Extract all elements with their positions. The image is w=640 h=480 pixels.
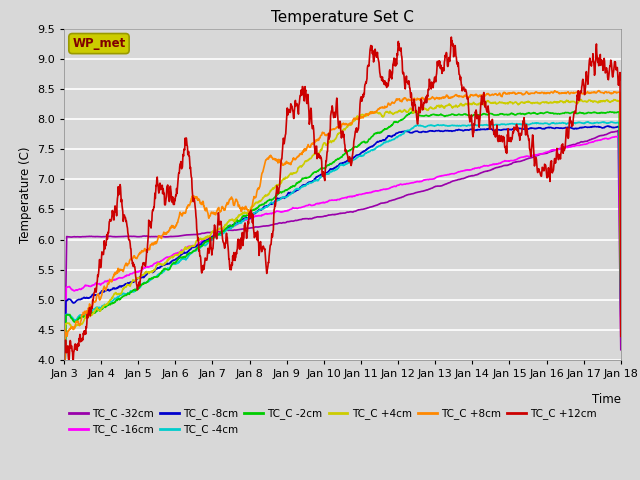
Line: TC_C -2cm: TC_C -2cm <box>64 112 621 360</box>
TC_C +4cm <box>617 286 625 292</box>
TC_C -8cm <box>246 215 254 220</box>
TC_C -2cm <box>60 357 68 363</box>
TC_C -16cm <box>429 176 436 182</box>
TC_C -4cm <box>429 123 436 129</box>
TC_C +8cm <box>502 90 509 96</box>
TC_C +4cm <box>502 101 509 107</box>
TC_C +8cm <box>60 357 68 363</box>
TC_C +4cm <box>577 96 585 102</box>
TC_C +8cm <box>617 260 625 265</box>
Line: TC_C -16cm: TC_C -16cm <box>64 136 621 360</box>
TC_C -8cm <box>551 125 559 131</box>
TC_C -32cm <box>617 347 625 353</box>
TC_C -32cm <box>614 128 622 133</box>
Line: TC_C +4cm: TC_C +4cm <box>64 99 621 360</box>
TC_C -16cm <box>551 147 559 153</box>
Line: TC_C -32cm: TC_C -32cm <box>64 131 621 360</box>
Text: Time: Time <box>592 393 621 406</box>
TC_C +4cm <box>429 106 436 111</box>
TC_C -4cm <box>246 214 254 220</box>
TC_C +4cm <box>60 357 68 363</box>
TC_C -8cm <box>170 257 178 263</box>
Line: TC_C -8cm: TC_C -8cm <box>64 126 621 360</box>
TC_C -4cm <box>184 254 191 260</box>
TC_C -4cm <box>170 261 178 267</box>
Title: Temperature Set C: Temperature Set C <box>271 10 414 25</box>
TC_C -2cm <box>246 209 254 215</box>
TC_C -8cm <box>604 123 611 129</box>
TC_C +12cm <box>617 334 625 339</box>
TC_C +12cm <box>447 34 455 40</box>
TC_C -4cm <box>60 357 68 363</box>
TC_C +8cm <box>170 225 178 231</box>
TC_C -32cm <box>170 234 178 240</box>
TC_C +12cm <box>551 158 559 164</box>
TC_C +8cm <box>184 203 191 209</box>
TC_C -4cm <box>551 120 559 126</box>
TC_C -8cm <box>502 127 509 132</box>
TC_C +8cm <box>551 89 559 95</box>
TC_C -16cm <box>502 158 509 164</box>
Text: WP_met: WP_met <box>72 37 125 50</box>
TC_C -32cm <box>246 225 254 231</box>
TC_C -2cm <box>502 111 509 117</box>
TC_C +4cm <box>246 208 254 214</box>
TC_C +8cm <box>429 94 436 100</box>
Line: TC_C -4cm: TC_C -4cm <box>64 122 621 360</box>
TC_C -16cm <box>184 244 191 250</box>
TC_C -32cm <box>551 147 559 153</box>
Line: TC_C +8cm: TC_C +8cm <box>64 91 621 360</box>
TC_C -16cm <box>170 251 178 257</box>
TC_C +4cm <box>551 98 559 104</box>
TC_C -4cm <box>617 311 625 317</box>
Line: TC_C +12cm: TC_C +12cm <box>64 37 621 360</box>
TC_C -16cm <box>615 133 623 139</box>
TC_C -16cm <box>246 216 254 222</box>
TC_C +12cm <box>170 202 178 207</box>
TC_C -16cm <box>60 357 68 363</box>
TC_C +12cm <box>184 152 191 157</box>
TC_C -8cm <box>617 313 625 319</box>
TC_C +12cm <box>246 209 254 215</box>
TC_C -8cm <box>60 357 68 363</box>
TC_C -32cm <box>429 185 436 191</box>
TC_C -2cm <box>184 252 191 257</box>
TC_C -2cm <box>429 112 436 118</box>
TC_C +12cm <box>429 81 436 87</box>
TC_C -32cm <box>60 357 68 363</box>
TC_C -32cm <box>502 162 509 168</box>
Y-axis label: Temperature (C): Temperature (C) <box>19 146 31 243</box>
Legend: TC_C -32cm, TC_C -16cm, TC_C -8cm, TC_C -4cm, TC_C -2cm, TC_C +4cm, TC_C +8cm, T: TC_C -32cm, TC_C -16cm, TC_C -8cm, TC_C … <box>69 408 596 435</box>
TC_C +4cm <box>170 253 178 259</box>
TC_C -16cm <box>617 327 625 333</box>
TC_C +12cm <box>502 149 509 155</box>
TC_C -8cm <box>184 249 191 254</box>
TC_C -2cm <box>551 110 559 116</box>
TC_C -32cm <box>184 232 191 238</box>
TC_C -2cm <box>606 109 614 115</box>
TC_C +12cm <box>60 357 68 363</box>
TC_C -4cm <box>584 119 592 125</box>
TC_C -4cm <box>502 122 509 128</box>
TC_C +8cm <box>595 88 603 94</box>
TC_C +8cm <box>246 213 254 218</box>
TC_C -2cm <box>617 304 625 310</box>
TC_C +4cm <box>184 245 191 251</box>
TC_C -2cm <box>170 260 178 266</box>
TC_C -8cm <box>429 128 436 134</box>
